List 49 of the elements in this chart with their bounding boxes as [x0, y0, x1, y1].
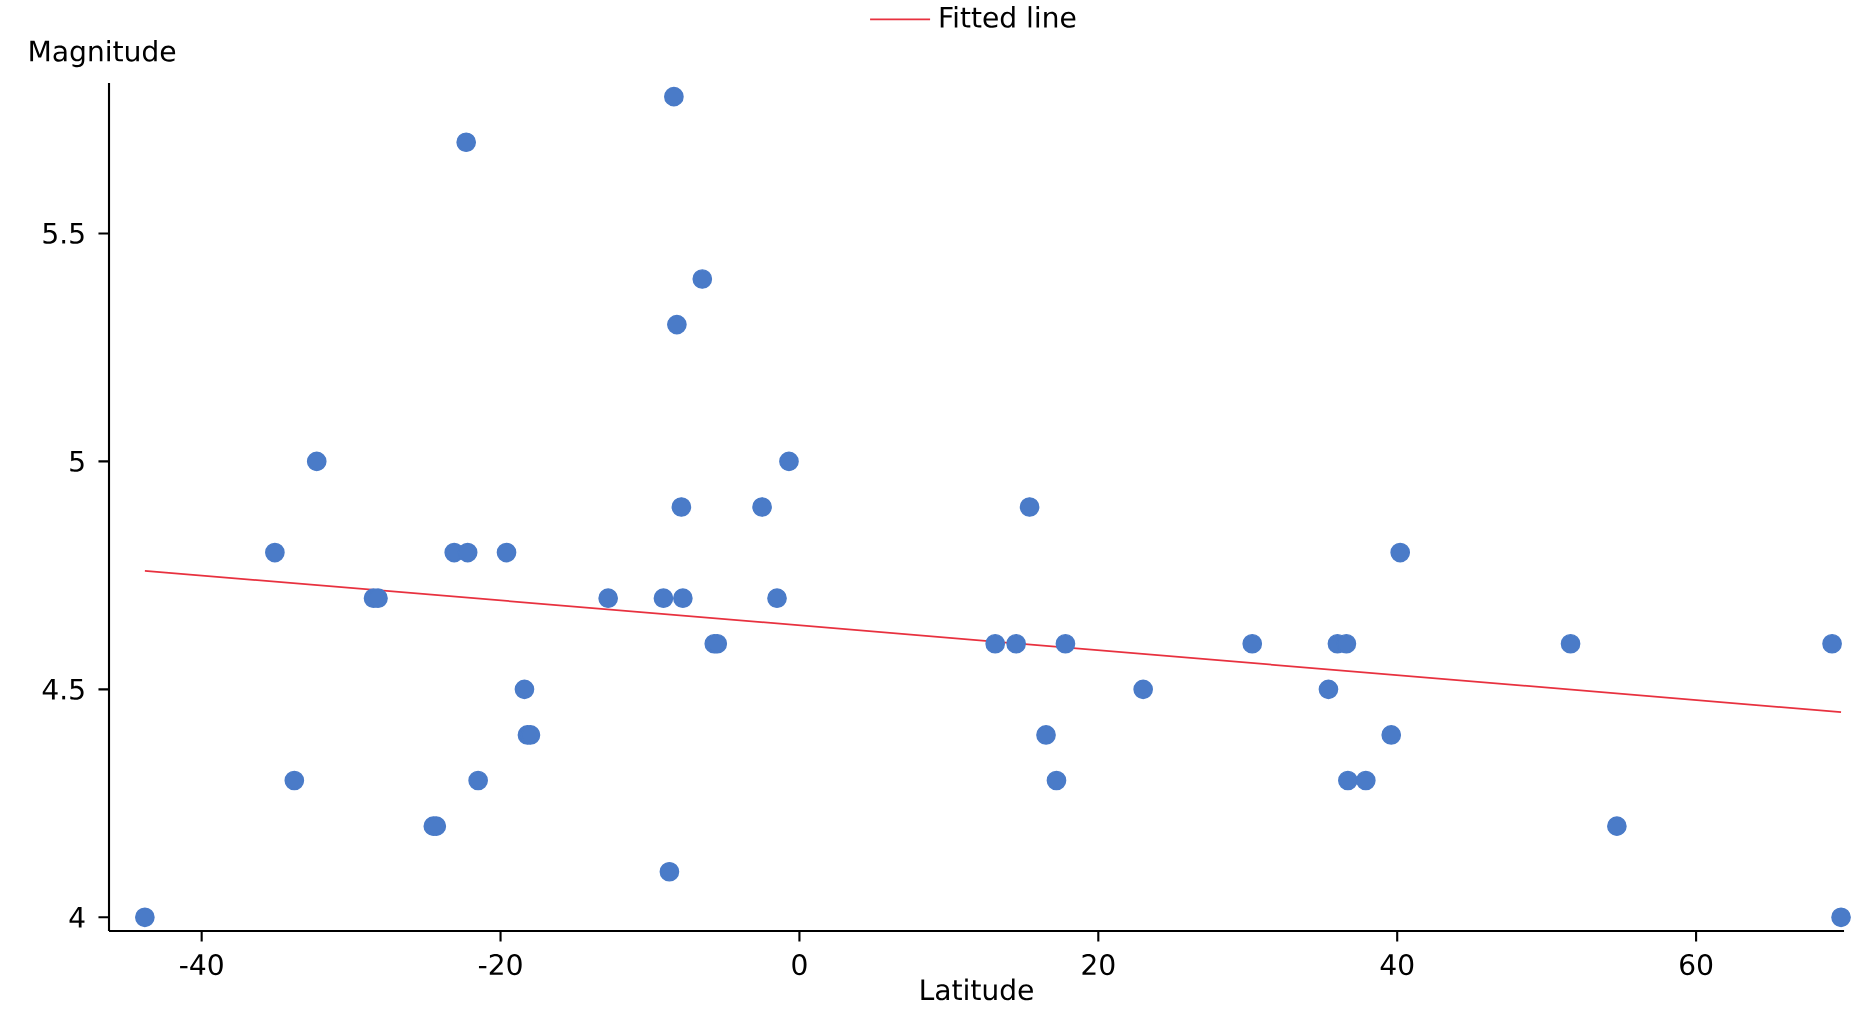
point [1355, 770, 1376, 791]
point [265, 542, 285, 563]
point [1560, 633, 1581, 654]
point [598, 588, 618, 609]
point [1822, 633, 1842, 654]
point [659, 861, 680, 882]
point [1338, 770, 1358, 791]
y-tick-label: 4 [69, 907, 85, 928]
point [664, 86, 684, 107]
point [1006, 633, 1026, 654]
x-tick-label: 20 [1082, 953, 1115, 976]
point [496, 542, 517, 563]
point [1242, 633, 1263, 654]
point [468, 770, 488, 791]
x-tick-label: -20 [478, 953, 522, 976]
point [456, 132, 477, 153]
y-tick-label: 5.5 [43, 222, 84, 244]
x-axis-title: Latitude [921, 978, 1033, 1001]
point [1381, 725, 1402, 745]
point [1133, 679, 1153, 700]
y-tick-label: 5 [70, 450, 84, 472]
x-tick-label: 60 [1680, 953, 1713, 976]
point [1318, 679, 1339, 700]
point [306, 451, 327, 472]
point [671, 497, 692, 517]
point [1019, 497, 1040, 517]
point [1607, 816, 1627, 836]
point [692, 269, 713, 289]
point [1055, 633, 1076, 654]
point [514, 679, 535, 700]
legend-label: Fitted line [940, 6, 1076, 28]
point [1390, 542, 1411, 563]
point [779, 451, 799, 472]
point [284, 770, 305, 791]
x-tick-label: 40 [1380, 953, 1414, 976]
point [667, 314, 687, 335]
point [457, 542, 478, 563]
point [1036, 725, 1056, 745]
point [1046, 770, 1067, 791]
point [653, 588, 674, 609]
y-tick-label: 4.5 [42, 678, 84, 700]
point [752, 497, 772, 517]
y-axis-title: Magnitude [30, 39, 176, 68]
point [767, 588, 787, 609]
x-tick-label: 0 [792, 953, 807, 976]
point [673, 588, 693, 609]
point [985, 633, 1006, 654]
x-tick-label: -40 [180, 953, 223, 976]
point [135, 907, 155, 928]
